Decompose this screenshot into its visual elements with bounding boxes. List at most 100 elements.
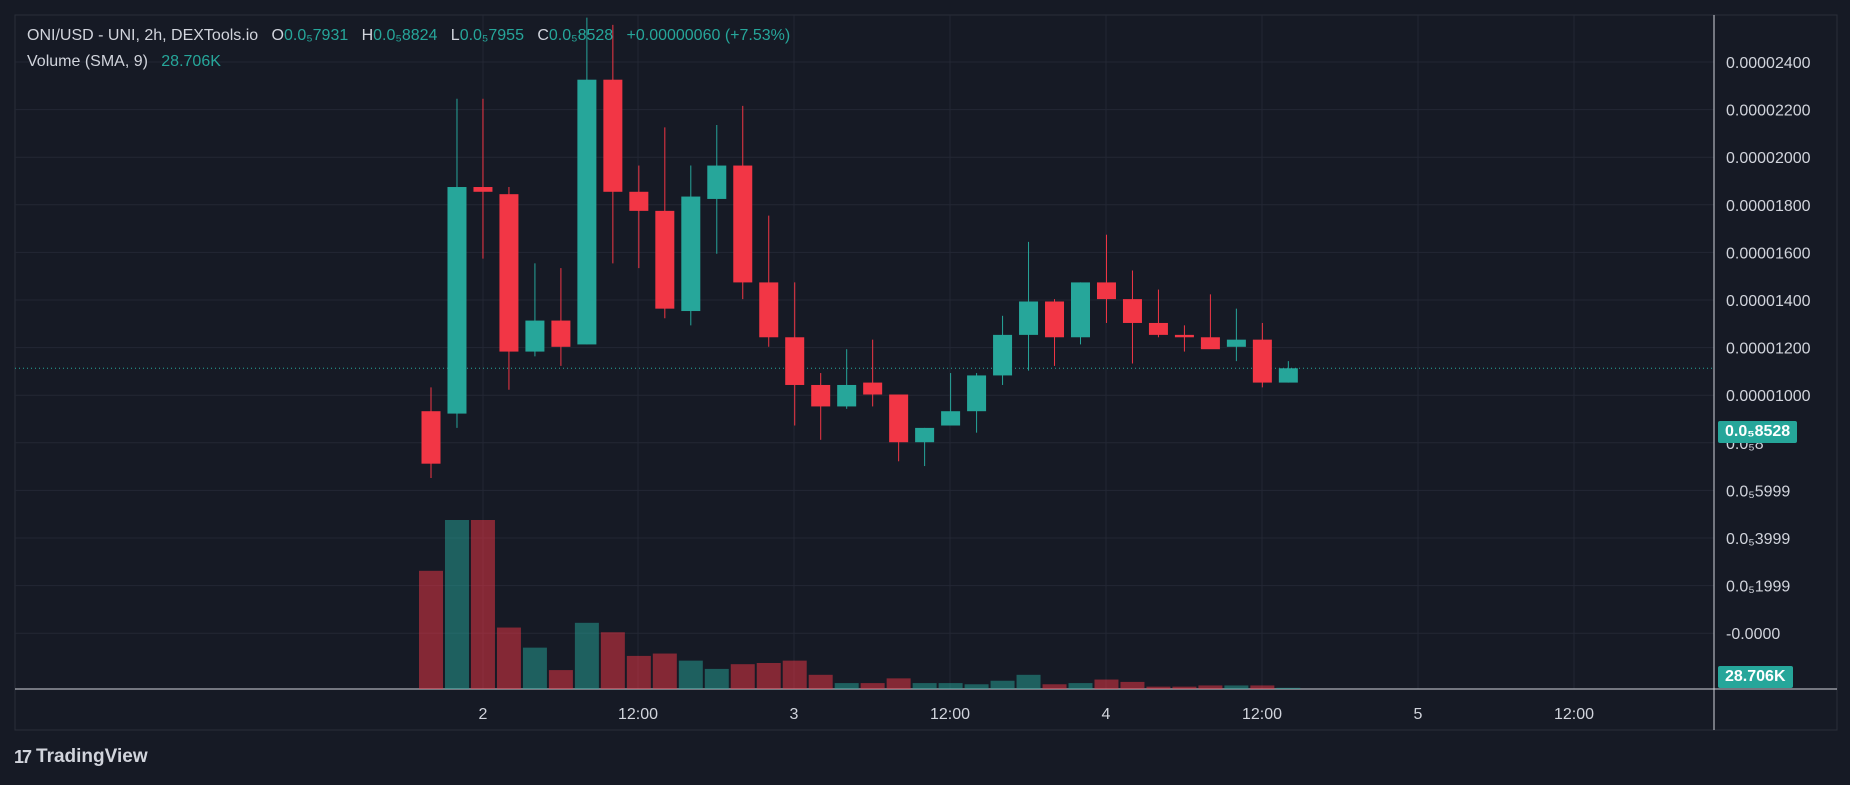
- symbol-label[interactable]: ONI/USD - UNI, 2h, DEXTools.io: [27, 27, 259, 44]
- volume-bar: [470, 520, 495, 689]
- volume-value: 28.706K: [161, 53, 221, 70]
- low-value: 0.0₅7955: [459, 27, 524, 44]
- volume-bar: [1224, 685, 1249, 689]
- y-tick-label: 0.00002000: [1726, 150, 1811, 167]
- volume-bar: [1120, 681, 1145, 689]
- low-label: L: [450, 27, 460, 44]
- volume-bar: [600, 632, 625, 689]
- candle-body: [525, 320, 545, 352]
- x-tick-label: 2: [479, 706, 488, 723]
- candle-body: [473, 187, 493, 192]
- volume-bar: [964, 684, 989, 689]
- candle-body: [915, 427, 935, 443]
- x-tick-label: 12:00: [930, 706, 970, 723]
- open-label: O: [271, 27, 284, 44]
- volume-bar: [652, 653, 677, 689]
- volume-bar: [938, 683, 963, 689]
- x-tick-label: 12:00: [1554, 706, 1594, 723]
- volume-bar: [912, 683, 937, 689]
- volume-bar: [1276, 687, 1301, 689]
- volume-bar: [496, 627, 521, 689]
- y-tick-label: 0.00001400: [1726, 293, 1811, 310]
- volume-badge: 28.706K: [1718, 666, 1793, 688]
- candle-body: [811, 384, 831, 407]
- candle-body: [551, 320, 571, 347]
- candle-body: [733, 165, 753, 283]
- volume-bar: [522, 647, 547, 689]
- open-value: 0.0₅7931: [283, 27, 349, 44]
- candle-body: [577, 79, 597, 345]
- volume-bar: [1042, 684, 1067, 689]
- volume-bar: [730, 664, 755, 689]
- candle-body: [837, 384, 857, 407]
- candle-body: [603, 79, 623, 192]
- volume-bar: [1250, 685, 1275, 689]
- candle-body: [993, 334, 1013, 376]
- volume-bar: [808, 674, 833, 689]
- candle-body: [1200, 337, 1220, 350]
- volume-bar: [834, 683, 859, 689]
- candle-body: [447, 187, 467, 414]
- y-tick-label: 0.00002200: [1726, 103, 1811, 120]
- x-tick-label: 12:00: [1242, 706, 1282, 723]
- candle-body: [681, 196, 701, 312]
- x-tick-label: 4: [1102, 706, 1111, 723]
- high-value: 0.0₅8824: [373, 27, 438, 44]
- volume-bar: [704, 668, 729, 689]
- candle-body: [1278, 368, 1298, 383]
- y-tick-label: 0.00002400: [1726, 55, 1811, 72]
- candle-body: [889, 394, 909, 443]
- candle-body: [1122, 299, 1142, 323]
- volume-bar: [756, 663, 781, 689]
- chart-frame-border: [14, 14, 1838, 731]
- candle-body: [967, 375, 987, 412]
- y-tick-label: 0.00001200: [1726, 341, 1811, 358]
- tradingview-mark-icon: 17: [14, 746, 32, 767]
- candle-body: [1174, 334, 1194, 338]
- candle-body: [655, 210, 675, 309]
- branding-label: TradingView: [36, 746, 148, 767]
- candle-body: [1226, 339, 1246, 347]
- candle-body: [1071, 282, 1090, 338]
- candle-body: [1045, 301, 1065, 338]
- candle-body: [1148, 322, 1168, 335]
- volume-bar: [419, 570, 443, 689]
- volume-bar: [626, 655, 651, 689]
- ohlc-legend: ONI/USD - UNI, 2h, DEXTools.io O0.0₅7931…: [27, 27, 790, 45]
- candle-body: [1252, 339, 1272, 383]
- volume-bar: [1172, 686, 1197, 689]
- candle-body: [707, 165, 727, 199]
- candle-body: [421, 411, 441, 464]
- last-price-badge: 0.0₅8528: [1718, 421, 1798, 443]
- candle-body: [1019, 301, 1039, 335]
- volume-bar: [1198, 685, 1223, 689]
- x-tick-label: 3: [790, 706, 799, 723]
- x-tick-label: 12:00: [618, 706, 658, 723]
- volume-bar: [574, 622, 599, 689]
- volume-bar: [1068, 683, 1093, 689]
- volume-bar: [860, 683, 885, 689]
- x-tick-label: 5: [1414, 706, 1423, 723]
- candle-body: [863, 382, 883, 395]
- candle-body: [1096, 282, 1116, 300]
- y-tick-label: 0.0₅5999: [1726, 483, 1790, 500]
- high-label: H: [361, 27, 374, 44]
- close-label: C: [537, 27, 549, 44]
- change-value: +0.00000060 (+7.53%): [626, 27, 791, 44]
- y-tick-label: 0.00001800: [1726, 198, 1811, 215]
- volume-bar: [678, 660, 703, 689]
- volume-bar: [886, 678, 911, 689]
- y-tick-label: 0.00001600: [1726, 245, 1811, 262]
- volume-bar: [1146, 686, 1171, 689]
- volume-label[interactable]: Volume (SMA, 9): [27, 53, 148, 70]
- volume-bar: [990, 680, 1015, 689]
- candle-body: [759, 282, 779, 338]
- tradingview-logo[interactable]: 17 TradingView: [14, 746, 148, 768]
- volume-bar: [444, 520, 469, 689]
- candle-body: [499, 194, 519, 352]
- volume-bar: [782, 660, 807, 689]
- close-value: 0.0₅8528: [548, 27, 614, 44]
- volume-bar: [1094, 679, 1119, 689]
